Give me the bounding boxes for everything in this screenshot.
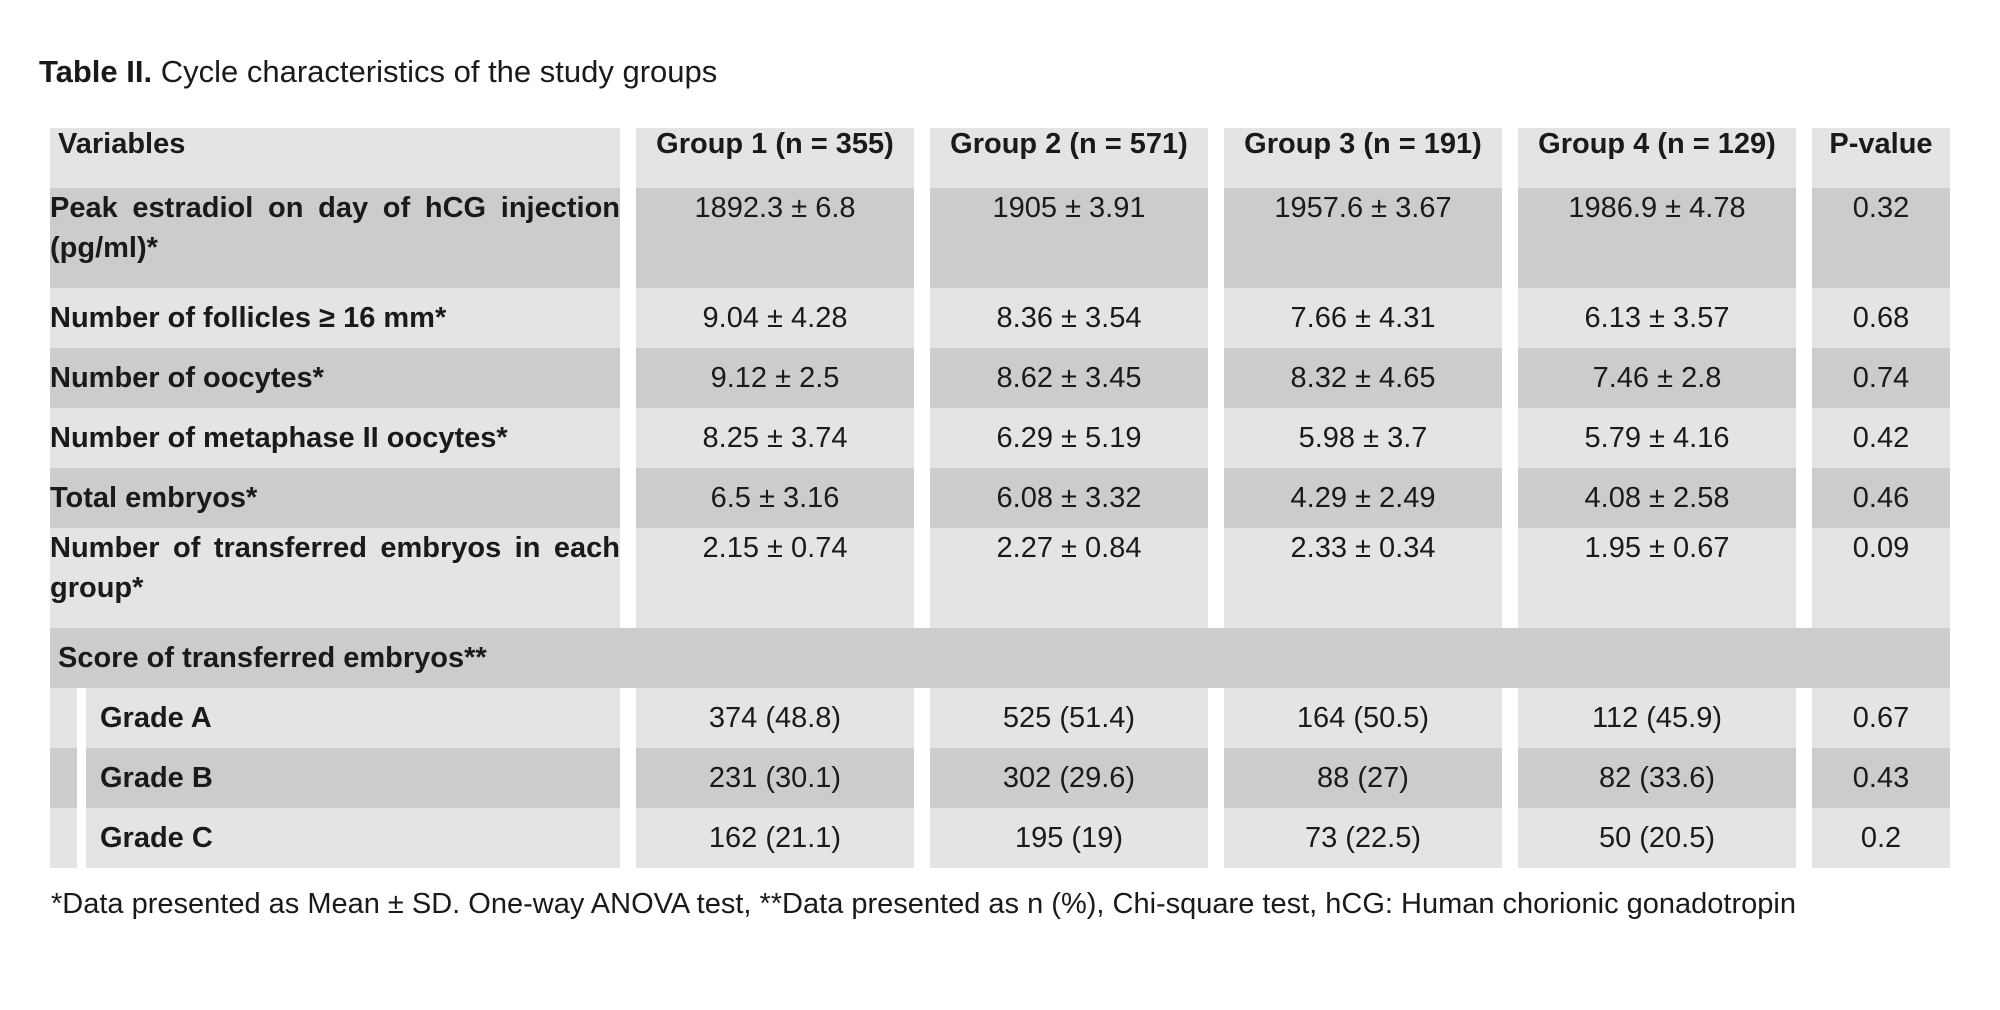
row-p-value: 0.42 — [1812, 408, 1950, 468]
row-value-group-3: 73 (22.5) — [1224, 808, 1502, 868]
row-value-group-3: 164 (50.5) — [1224, 688, 1502, 748]
row-value-group-2: 525 (51.4) — [930, 688, 1208, 748]
table-row: Peak estradiol on day of hCG injection (… — [50, 188, 1950, 288]
row-value-group-4: 4.08 ± 2.58 — [1518, 468, 1796, 528]
row-value-group-3: 8.32 ± 4.65 — [1224, 348, 1502, 408]
row-variable: Number of oocytes* — [50, 348, 620, 408]
header-group-2: Group 2 (n = 571) — [930, 128, 1208, 188]
row-value-group-4: 50 (20.5) — [1518, 808, 1796, 868]
row-p-value: 0.68 — [1812, 288, 1950, 348]
section-row: Score of transferred embryos** — [50, 628, 1950, 688]
row-p-value: 0.74 — [1812, 348, 1950, 408]
row-value-group-3: 4.29 ± 2.49 — [1224, 468, 1502, 528]
header-p-value: P-value — [1812, 128, 1950, 188]
grade-label: Grade C — [100, 822, 213, 854]
row-p-value: 0.67 — [1812, 688, 1950, 748]
row-value-group-3: 7.66 ± 4.31 — [1224, 288, 1502, 348]
grade-label: Grade A — [100, 702, 212, 734]
header-group-1: Group 1 (n = 355) — [636, 128, 914, 188]
row-variable: Peak estradiol on day of hCG injection (… — [50, 188, 620, 288]
grade-label: Grade B — [100, 762, 213, 794]
row-value-group-1: 1892.3 ± 6.8 — [636, 188, 914, 288]
row-p-value: 0.46 — [1812, 468, 1950, 528]
row-value-group-2: 302 (29.6) — [930, 748, 1208, 808]
row-value-group-4: 112 (45.9) — [1518, 688, 1796, 748]
table-footnote: *Data presented as Mean ± SD. One-way AN… — [51, 888, 1796, 920]
indent-divider — [77, 688, 86, 748]
table-header-row: Variables Group 1 (n = 355) Group 2 (n =… — [50, 128, 1950, 188]
row-value-group-3: 2.33 ± 0.34 — [1224, 528, 1502, 628]
row-p-value: 0.09 — [1812, 528, 1950, 628]
row-value-group-4: 1.95 ± 0.67 — [1518, 528, 1796, 628]
row-value-group-4: 5.79 ± 4.16 — [1518, 408, 1796, 468]
table-row: Grade B 231 (30.1) 302 (29.6) 88 (27) 82… — [50, 748, 1950, 808]
indent-divider — [77, 808, 86, 868]
table-row: Number of oocytes* 9.12 ± 2.5 8.62 ± 3.4… — [50, 348, 1950, 408]
table-row: Grade C 162 (21.1) 195 (19) 73 (22.5) 50… — [50, 808, 1950, 868]
row-value-group-1: 9.12 ± 2.5 — [636, 348, 914, 408]
row-value-group-1: 231 (30.1) — [636, 748, 914, 808]
row-value-group-1: 374 (48.8) — [636, 688, 914, 748]
section-heading: Score of transferred embryos** — [50, 628, 1950, 688]
row-value-group-2: 8.62 ± 3.45 — [930, 348, 1208, 408]
grade-row-label: Grade C — [50, 808, 620, 868]
row-value-group-1: 9.04 ± 4.28 — [636, 288, 914, 348]
row-value-group-2: 2.27 ± 0.84 — [930, 528, 1208, 628]
table-row: Total embryos* 6.5 ± 3.16 6.08 ± 3.32 4.… — [50, 468, 1950, 528]
row-value-group-3: 1957.6 ± 3.67 — [1224, 188, 1502, 288]
row-value-group-1: 2.15 ± 0.74 — [636, 528, 914, 628]
row-variable: Number of transferred embryos in each gr… — [50, 528, 620, 628]
table-row: Number of follicles ≥ 16 mm* 9.04 ± 4.28… — [50, 288, 1950, 348]
row-value-group-1: 6.5 ± 3.16 — [636, 468, 914, 528]
row-value-group-4: 82 (33.6) — [1518, 748, 1796, 808]
grade-row-label: Grade B — [50, 748, 620, 808]
row-variable: Number of metaphase II oocytes* — [50, 408, 620, 468]
row-value-group-2: 6.29 ± 5.19 — [930, 408, 1208, 468]
row-value-group-2: 195 (19) — [930, 808, 1208, 868]
header-group-3: Group 3 (n = 191) — [1224, 128, 1502, 188]
row-variable: Total embryos* — [50, 468, 620, 528]
caption-text: Cycle characteristics of the study group… — [160, 54, 718, 89]
row-p-value: 0.32 — [1812, 188, 1950, 288]
row-value-group-2: 8.36 ± 3.54 — [930, 288, 1208, 348]
row-p-value: 0.2 — [1812, 808, 1950, 868]
row-value-group-1: 8.25 ± 3.74 — [636, 408, 914, 468]
row-value-group-4: 1986.9 ± 4.78 — [1518, 188, 1796, 288]
table-row: Number of transferred embryos in each gr… — [50, 528, 1950, 628]
table-caption: Table II. Cycle characteristics of the s… — [39, 52, 717, 92]
cycle-characteristics-table: Variables Group 1 (n = 355) Group 2 (n =… — [34, 128, 1966, 868]
row-value-group-4: 6.13 ± 3.57 — [1518, 288, 1796, 348]
row-variable: Number of follicles ≥ 16 mm* — [50, 288, 620, 348]
grade-row-label: Grade A — [50, 688, 620, 748]
row-value-group-2: 6.08 ± 3.32 — [930, 468, 1208, 528]
table-row: Grade A 374 (48.8) 525 (51.4) 164 (50.5)… — [50, 688, 1950, 748]
header-variables: Variables — [50, 128, 620, 188]
table-row: Number of metaphase II oocytes* 8.25 ± 3… — [50, 408, 1950, 468]
row-value-group-3: 5.98 ± 3.7 — [1224, 408, 1502, 468]
header-group-4: Group 4 (n = 129) — [1518, 128, 1796, 188]
row-value-group-1: 162 (21.1) — [636, 808, 914, 868]
caption-label: Table II. — [39, 54, 153, 89]
row-value-group-3: 88 (27) — [1224, 748, 1502, 808]
row-value-group-2: 1905 ± 3.91 — [930, 188, 1208, 288]
row-p-value: 0.43 — [1812, 748, 1950, 808]
row-value-group-4: 7.46 ± 2.8 — [1518, 348, 1796, 408]
indent-divider — [77, 748, 86, 808]
